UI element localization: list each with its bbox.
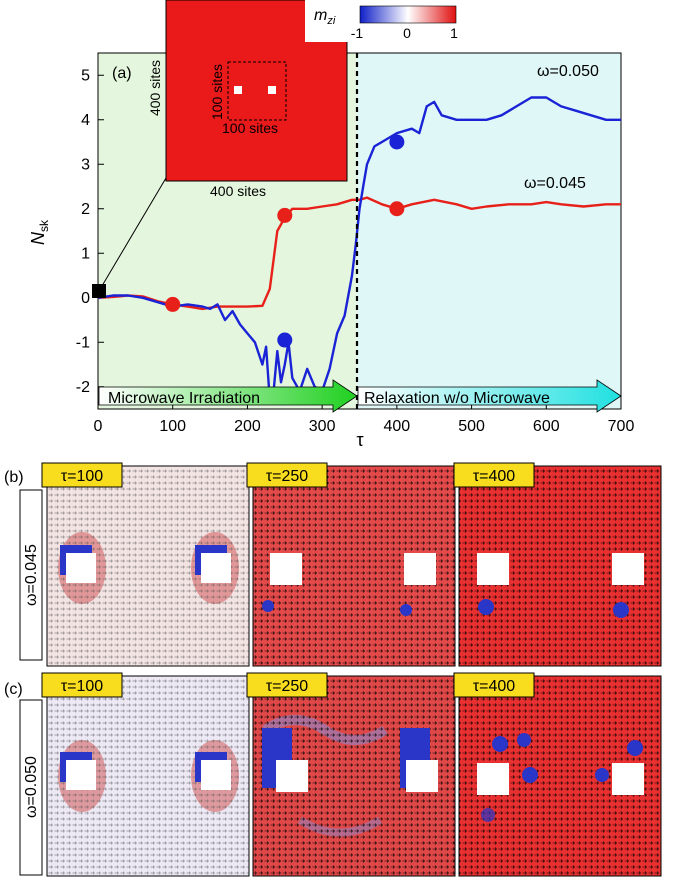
data-marker-1 bbox=[277, 207, 293, 223]
snapshot-b-tau250 bbox=[252, 465, 456, 667]
y-tick-label: 2 bbox=[81, 201, 90, 218]
x-tick-label: 500 bbox=[458, 418, 485, 435]
time-tag-c-100: τ=100 bbox=[41, 672, 123, 698]
x-axis-label: τ bbox=[356, 430, 363, 450]
colorbar-tick-min: -1 bbox=[351, 25, 364, 41]
phase-label-irradiation: Microwave Irradiation bbox=[108, 390, 260, 407]
y-tick-label: -1 bbox=[76, 334, 90, 351]
plot-frame bbox=[97, 52, 622, 410]
snapshot-c-tau400 bbox=[458, 675, 662, 877]
colorbar-title: mzi bbox=[314, 7, 336, 27]
marker-layer bbox=[165, 134, 405, 348]
snapshot-c-tau100 bbox=[46, 675, 250, 877]
svg-text:τ=250: τ=250 bbox=[266, 678, 308, 695]
inset-inner-region bbox=[227, 61, 287, 121]
x-tick-label: 400 bbox=[384, 418, 411, 435]
y-tick-label: 0 bbox=[81, 290, 90, 307]
series-label-blue: ω=0.050 bbox=[537, 63, 599, 80]
background-relaxation bbox=[357, 53, 621, 409]
y-axis-label: Nsk bbox=[28, 219, 51, 245]
inset-hole-left bbox=[234, 86, 242, 94]
series-line-0 bbox=[97, 196, 621, 311]
svg-text:τ=250: τ=250 bbox=[266, 468, 308, 485]
svg-text:τ=100: τ=100 bbox=[61, 678, 103, 695]
time-tag-b-250: τ=250 bbox=[246, 462, 328, 488]
data-marker-4 bbox=[389, 134, 405, 150]
colorbar: mzi -1 0 1 bbox=[305, 0, 470, 42]
inset-connector bbox=[98, 177, 167, 292]
x-tick-label: 700 bbox=[608, 418, 635, 435]
x-tick-label: 300 bbox=[309, 418, 336, 435]
time-tag-b-400: τ=400 bbox=[453, 462, 535, 488]
svg-text:τ=400: τ=400 bbox=[473, 468, 515, 485]
x-tick-label: 100 bbox=[159, 418, 186, 435]
colorbar-tick-max: 1 bbox=[450, 25, 458, 41]
time-tag-b-100: τ=100 bbox=[41, 462, 123, 488]
y-tick-label: 1 bbox=[81, 245, 90, 262]
y-tick-label: 4 bbox=[81, 112, 90, 129]
inset-outer-h: 400 sites bbox=[147, 60, 163, 116]
panel-a-label: (a) bbox=[112, 65, 132, 82]
inset-outer-w: 400 sites bbox=[210, 183, 266, 199]
panel-c-label: (c) bbox=[4, 681, 23, 698]
inset-inner-h: 100 sites bbox=[209, 64, 225, 120]
y-tick-label: 3 bbox=[81, 156, 90, 173]
svg-text:τ=400: τ=400 bbox=[473, 678, 515, 695]
data-marker-0 bbox=[165, 296, 181, 312]
phase-label-relaxation: Relaxation w/o Microwave bbox=[364, 390, 550, 407]
data-marker-3 bbox=[277, 332, 293, 348]
y-tick-label: -2 bbox=[76, 379, 90, 396]
row-c-omega: ω=0.050 bbox=[23, 756, 40, 818]
row-b-omega: ω=0.045 bbox=[23, 544, 40, 606]
snapshot-b-tau100 bbox=[46, 465, 250, 667]
series-line-1 bbox=[97, 96, 621, 402]
svg-text:τ=100: τ=100 bbox=[61, 468, 103, 485]
snapshot-c-tau250 bbox=[252, 675, 456, 877]
inset-hole-right bbox=[268, 86, 276, 94]
colorbar-tick-mid: 0 bbox=[403, 25, 411, 41]
phase-arrow-relaxation: Relaxation w/o Microwave bbox=[357, 379, 622, 413]
panel-b-label: (b) bbox=[4, 469, 24, 486]
x-tick-label: 200 bbox=[234, 418, 261, 435]
x-tick-label: 600 bbox=[533, 418, 560, 435]
series-layer bbox=[97, 96, 621, 402]
series-label-red: ω=0.045 bbox=[524, 175, 586, 192]
data-marker-2 bbox=[389, 201, 405, 217]
phase-arrow-irradiation: Microwave Irradiation bbox=[98, 379, 358, 413]
time-tag-c-250: τ=250 bbox=[246, 672, 328, 698]
y-tick-label: 5 bbox=[81, 67, 90, 84]
x-tick-label: 0 bbox=[94, 418, 103, 435]
colorbar-gradient bbox=[359, 5, 457, 24]
inset-inner-w: 100 sites bbox=[222, 120, 278, 136]
snapshot-b-tau400 bbox=[458, 465, 662, 667]
time-tag-c-400: τ=400 bbox=[453, 672, 535, 698]
snapshot-panels: (b) (c) ω=0.045 ω=0.050 bbox=[4, 462, 662, 877]
